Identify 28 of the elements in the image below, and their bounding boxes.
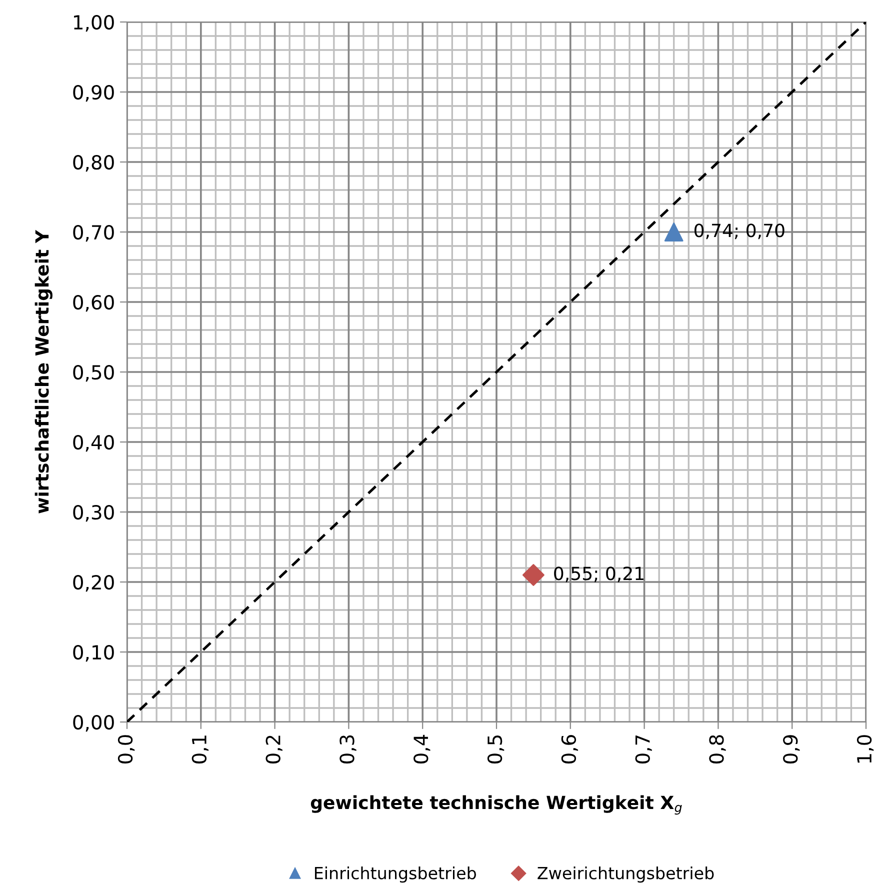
x-tick-label: 0,9 xyxy=(783,735,800,764)
y-tick-label: 0,30 xyxy=(73,504,114,522)
x-tick-label: 0,6 xyxy=(561,735,578,764)
y-tick-label: 0,20 xyxy=(73,574,114,592)
y-tick-label: 1,00 xyxy=(74,14,114,32)
x-tick-label: 1,0 xyxy=(856,735,874,763)
y-tick-label: 0,80 xyxy=(73,154,114,172)
x-tick-label: 0,8 xyxy=(709,735,726,764)
y-tick-label: 0,70 xyxy=(73,224,114,242)
y-tick-label: 0,50 xyxy=(73,364,114,382)
x-tick-label: 0,0 xyxy=(118,735,135,764)
x-tick-label: 0,5 xyxy=(487,736,504,764)
y-tick-label: 0,10 xyxy=(73,644,114,662)
x-tick-label: 0,4 xyxy=(414,734,430,764)
y-axis-title: wirtschaftliche Wertigkeit Y xyxy=(34,230,52,514)
x-tick-label: 0,7 xyxy=(635,735,652,764)
y-tick-label: 0,00 xyxy=(73,714,114,732)
legend-label: Einrichtungsbetrieb xyxy=(314,866,476,883)
y-tick-label: 0,60 xyxy=(73,294,114,312)
y-tick-label: 0,40 xyxy=(73,434,114,452)
data-label: 0,74; 0,70 xyxy=(694,224,784,240)
x-tick-label: 0,2 xyxy=(266,736,282,764)
data-label: 0,55; 0,21 xyxy=(554,566,644,582)
y-tick-label: 0,90 xyxy=(73,84,114,102)
x-tick-label: 0,3 xyxy=(340,735,356,764)
legend-label: Zweirichtungsbetrieb xyxy=(538,866,714,883)
x-tick-label: 0,1 xyxy=(192,736,209,764)
x-axis-title: gewichtete technische Wertigkeit X$_{g}$ xyxy=(310,795,682,815)
